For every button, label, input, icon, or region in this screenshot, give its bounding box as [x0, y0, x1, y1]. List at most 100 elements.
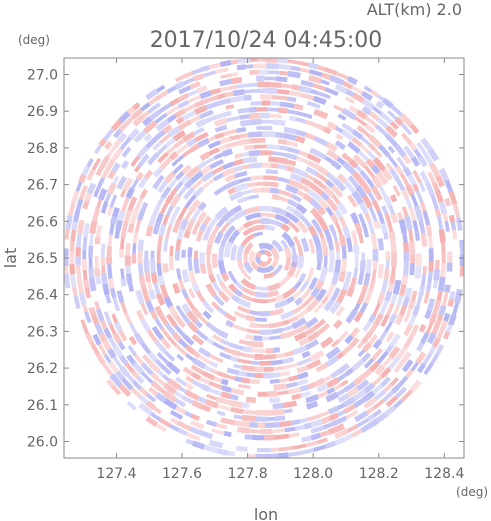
echo-segment [239, 461, 246, 462]
echo-segment [346, 424, 359, 433]
echo-segment [264, 249, 273, 258]
echo-segment [209, 360, 219, 369]
echo-segment [384, 290, 393, 302]
echo-segment [264, 224, 276, 232]
echo-segment [224, 312, 237, 322]
echo-segment [419, 170, 430, 185]
echo-segment [302, 193, 313, 203]
echo-segment [252, 298, 268, 304]
echo-segment [146, 329, 158, 343]
echo-segment [438, 201, 448, 215]
x-tick-label: 128.0 [293, 466, 333, 482]
echo-segment [305, 400, 319, 410]
echo-segment [200, 165, 212, 176]
echo-segment [471, 285, 473, 299]
echo-segment [238, 138, 251, 146]
echo-segment [158, 75, 169, 85]
echo-segment [313, 135, 329, 147]
echo-segment [278, 107, 289, 114]
echo-segment [418, 324, 427, 333]
echo-segment [173, 314, 186, 329]
echo-segment [238, 370, 247, 377]
echo-segment [64, 201, 70, 211]
echo-segment [315, 323, 331, 337]
echo-segment [415, 111, 427, 123]
echo-segment [316, 91, 331, 100]
echo-segment [164, 194, 174, 204]
echo-segment [323, 186, 336, 198]
echo-segment [332, 415, 348, 427]
echo-segment [447, 170, 457, 184]
echo-segment [310, 432, 322, 441]
echo-segment [254, 317, 267, 322]
echo-segment [208, 216, 219, 229]
echo-segment [76, 233, 82, 248]
echo-segment [379, 376, 392, 388]
echo-segment [336, 173, 348, 184]
echo-segment [214, 206, 229, 220]
echo-segment [65, 169, 75, 183]
echo-segment [389, 168, 401, 182]
echo-segment [330, 184, 344, 198]
echo-segment [182, 131, 196, 143]
echo-segment [107, 264, 113, 279]
echo-segment [83, 144, 96, 159]
echo-segment [393, 399, 403, 409]
echo-segment [121, 377, 134, 391]
echo-segment [240, 293, 254, 302]
echo-segment [331, 63, 346, 73]
echo-segment [418, 181, 426, 193]
echo-segment [270, 246, 280, 259]
echo-segment [229, 84, 238, 90]
echo-segment [189, 426, 205, 437]
echo-segment [454, 171, 462, 181]
echo-segment [287, 198, 299, 208]
echo-segment [229, 134, 241, 141]
echo-segment [158, 313, 169, 326]
echo-segment [290, 245, 297, 256]
echo-segment [330, 272, 340, 286]
echo-segment [347, 443, 361, 454]
echo-segment [269, 187, 280, 195]
echo-segment [418, 377, 431, 392]
echo-segment [236, 358, 252, 365]
echo-segment [431, 181, 440, 192]
echo-segment [316, 260, 322, 271]
echo-segment [413, 204, 424, 221]
echo-segment [174, 74, 185, 83]
echo-segment [244, 88, 258, 94]
echo-segment [159, 439, 173, 450]
echo-segment [347, 175, 360, 188]
echo-segment [187, 321, 199, 333]
echo-segment [159, 133, 171, 144]
echo-segment [110, 215, 118, 225]
echo-segment [263, 271, 276, 279]
echo-segment [92, 333, 102, 346]
echo-segment [426, 332, 437, 345]
echo-segment [408, 228, 414, 242]
echo-segment [422, 381, 436, 396]
echo-segment [156, 84, 166, 93]
echo-segment [85, 360, 94, 371]
echo-segment [229, 191, 243, 202]
echo-segment [185, 438, 194, 445]
echo-segment [191, 399, 203, 410]
echo-segment [405, 197, 413, 209]
echo-segment [325, 391, 339, 403]
echo-segment [167, 336, 177, 346]
echo-segment [266, 54, 277, 55]
echo-segment [201, 170, 215, 182]
echo-segment [191, 379, 203, 389]
echo-segment [258, 242, 274, 252]
echo-segment [70, 327, 78, 340]
echo-segment [191, 283, 201, 293]
echo-segment [118, 329, 128, 342]
echo-segment [277, 157, 289, 165]
echo-segment [334, 240, 340, 252]
echo-segment [109, 287, 117, 298]
y-tick-label: 26.7 [27, 178, 58, 194]
echo-segment [285, 165, 295, 173]
echo-segment [269, 335, 281, 341]
echo-segment [193, 258, 200, 274]
echo-segment [133, 164, 141, 173]
